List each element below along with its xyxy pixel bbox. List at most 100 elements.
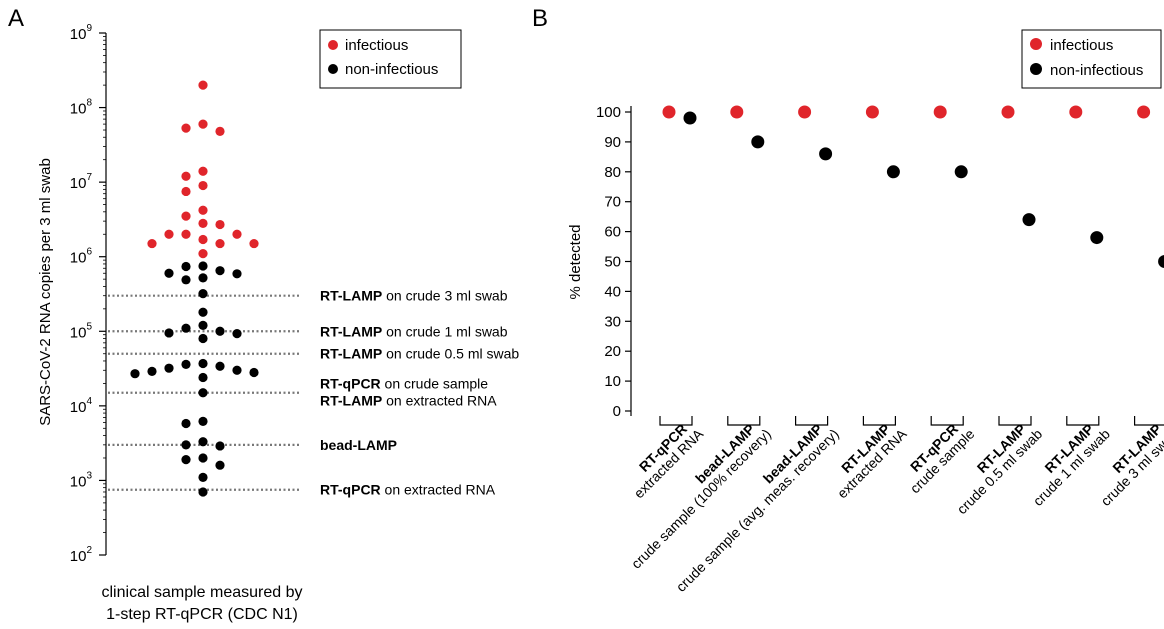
panel-a-legend: infectious non-infectious bbox=[319, 29, 462, 89]
panel-a-point-non-infectious bbox=[181, 359, 191, 369]
panel-b-point-non-infectious bbox=[751, 135, 765, 149]
panel-a-point-infectious bbox=[181, 123, 191, 133]
panel-b-point-non-infectious bbox=[954, 165, 968, 179]
panel-b-point-non-infectious bbox=[1022, 213, 1036, 227]
panel-b-category-bracket bbox=[659, 416, 693, 426]
panel-b-legend-box bbox=[1021, 29, 1162, 89]
panel-a-point-non-infectious bbox=[130, 369, 140, 379]
panel-a-y-tick-label: 105 bbox=[70, 321, 93, 341]
panel-a-point-infectious bbox=[181, 211, 191, 221]
panel-b-point-non-infectious bbox=[1158, 255, 1164, 268]
panel-b-y-tick-label: 90 bbox=[604, 134, 621, 151]
panel-a-y-tick-label: 102 bbox=[70, 545, 93, 565]
panel-b-legend-infectious-marker bbox=[1030, 38, 1042, 50]
panel-a-point-non-infectious bbox=[181, 418, 191, 429]
panel-a-point-non-infectious bbox=[232, 365, 242, 375]
panel-a-threshold-label: RT-LAMP on crude 0.5 ml swab bbox=[320, 346, 519, 362]
panel-a-y-tick-label: 109 bbox=[70, 23, 93, 43]
panel-a-point-non-infectious bbox=[181, 261, 191, 272]
panel-b-y-tick-label: 80 bbox=[604, 164, 621, 181]
panel-b-category-brackets bbox=[659, 416, 1164, 426]
panel-b-category-bracket bbox=[1066, 416, 1100, 426]
panel-a-y-axis-label: SARS-CoV-2 RNA copies per 3 ml swab bbox=[37, 158, 54, 426]
panel-b-category-bracket bbox=[862, 416, 896, 426]
panel-a-point-non-infectious bbox=[198, 320, 208, 330]
panel-a-y-tick-label: 107 bbox=[70, 172, 93, 192]
panel-a-legend-non-infectious-label: non-infectious bbox=[345, 61, 438, 78]
panel-a-legend-infectious-label: infectious bbox=[345, 37, 408, 54]
panel-b-category-bracket bbox=[998, 416, 1032, 426]
panel-a-threshold-label: RT-LAMP on crude 3 ml swab bbox=[320, 288, 508, 304]
panel-b-point-infectious bbox=[662, 105, 676, 119]
panel-a-y-tick-label: 106 bbox=[70, 247, 93, 267]
panel-a-point-infectious bbox=[164, 229, 174, 239]
panel-a-y-tick-label: 108 bbox=[70, 98, 93, 118]
panel-a-y-tick-label: 103 bbox=[70, 470, 93, 490]
panel-a-point-non-infectious bbox=[198, 333, 208, 344]
panel-a-y-ticks: 102 103 104 105 106 107 108 109 bbox=[70, 23, 106, 565]
panel-b-y-tick-label: 60 bbox=[604, 224, 621, 241]
panel-b-legend-infectious-label: infectious bbox=[1050, 37, 1113, 54]
panel-a-point-non-infectious bbox=[198, 472, 208, 482]
panel-a-point-non-infectious bbox=[232, 329, 242, 339]
panel-b-category-detail: crude sample (100% recovery) bbox=[628, 426, 774, 572]
panel-a-point-infectious bbox=[198, 249, 208, 259]
panel-a-threshold-label: RT-qPCR on crude sample bbox=[320, 376, 488, 392]
panel-b-y-tick-label: 40 bbox=[604, 283, 621, 300]
panel-b-point-infectious bbox=[730, 105, 744, 119]
panel-a-x-label-line-2: 1-step RT-qPCR (CDC N1) bbox=[106, 606, 298, 623]
panel-a-point-infectious bbox=[181, 186, 191, 197]
panel-b-category-bracket bbox=[795, 416, 829, 426]
panel-a-point-infectious bbox=[215, 219, 225, 230]
panel-a-point-non-infectious bbox=[198, 307, 208, 317]
panel-a-legend-non-infectious-marker bbox=[328, 64, 338, 74]
panel-a-thresholds: RT-LAMP on crude 3 ml swab RT-LAMP on cru… bbox=[108, 288, 519, 498]
panel-a-threshold-label: RT-qPCR on extracted RNA bbox=[320, 482, 496, 498]
panel-b-point-non-infectious bbox=[886, 165, 900, 179]
panel-a-point-infectious bbox=[198, 205, 208, 215]
panel-b-point-infectious bbox=[1069, 105, 1083, 119]
panel-a-point-infectious bbox=[198, 218, 208, 228]
panel-a-points bbox=[130, 80, 259, 497]
panel-a-threshold-label: bead-LAMP bbox=[320, 437, 397, 453]
panel-a-point-non-infectious bbox=[198, 437, 208, 447]
panel-b-category-bracket bbox=[1134, 416, 1164, 426]
panel-b-point-non-infectious bbox=[1090, 231, 1104, 245]
panel-a-y-tick-label: 104 bbox=[70, 396, 93, 416]
panel-a-point-non-infectious bbox=[215, 441, 225, 451]
panel-a-point-infectious bbox=[147, 238, 157, 249]
panel-a-point-non-infectious bbox=[198, 453, 208, 463]
panel-a-point-infectious bbox=[198, 119, 208, 129]
panel-a-point-infectious bbox=[215, 126, 225, 136]
panel-b-y-ticks: 0 10 20 30 40 50 60 70 80 90 100 bbox=[596, 104, 631, 420]
panel-a-point-infectious bbox=[232, 229, 242, 239]
panel-a-threshold-label: RT-LAMP on crude 1 ml swab bbox=[320, 323, 508, 339]
panel-a-point-non-infectious bbox=[215, 326, 225, 336]
panel-a-point-non-infectious bbox=[198, 273, 208, 283]
panel-b-point-infectious bbox=[798, 105, 812, 119]
panel-b-points bbox=[662, 105, 1164, 268]
panel-b-point-infectious bbox=[933, 105, 947, 119]
panel-b-y-tick-label: 10 bbox=[604, 373, 621, 390]
panel-a-point-infectious bbox=[215, 238, 225, 249]
panel-a-point-non-infectious bbox=[198, 487, 208, 497]
panel-a-point-infectious bbox=[181, 171, 191, 181]
panel-b-y-axis-label: % detected bbox=[567, 224, 584, 299]
panel-a-point-non-infectious bbox=[215, 266, 225, 276]
panel-a-point-non-infectious bbox=[147, 366, 157, 376]
panel-b-y-tick-label: 50 bbox=[604, 254, 621, 271]
panel-a-legend-infectious-marker bbox=[328, 40, 338, 50]
panel-a-threshold-label: RT-LAMP on extracted RNA bbox=[320, 393, 497, 409]
panel-b-legend-non-infectious-marker bbox=[1030, 63, 1042, 75]
panel-a-point-non-infectious bbox=[198, 416, 208, 426]
panel-b-y-tick-label: 0 bbox=[613, 403, 621, 420]
panel-a-point-non-infectious bbox=[198, 372, 208, 383]
panel-a-point-non-infectious bbox=[164, 268, 174, 278]
panel-a-point-non-infectious bbox=[198, 289, 208, 299]
panel-a-point-non-infectious bbox=[181, 323, 191, 333]
